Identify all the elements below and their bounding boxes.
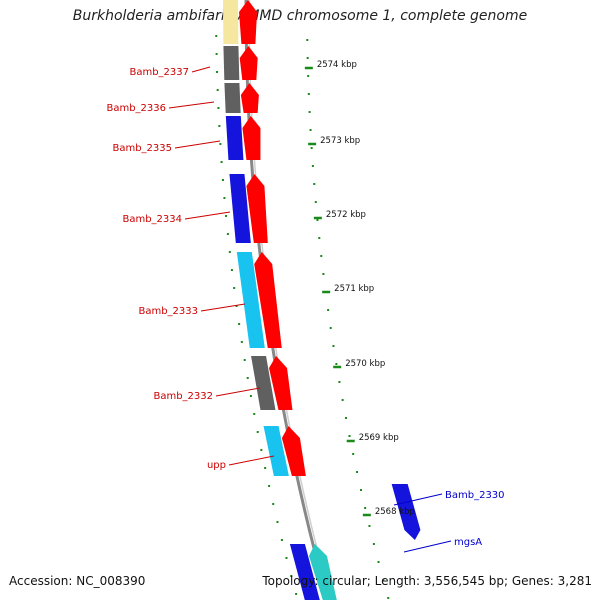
gene-leader-line [393, 493, 443, 506]
gene-feature [223, 0, 258, 44]
feature-track [223, 0, 421, 600]
outer-tick-track [306, 39, 390, 599]
gene-feature [251, 356, 293, 410]
ruler-labels: 2574 kbp 2573 kbp 2572 kbp 2571 kbp 2570 kbp… [304, 60, 415, 517]
gene-leader-line [215, 387, 261, 397]
gene-leader-line [228, 455, 275, 466]
gene-leader-line [184, 211, 231, 220]
ruler-label: 2571 kbp [334, 284, 374, 294]
ruler-label: 2568 kbp [375, 507, 415, 517]
gene-arrow [239, 46, 258, 80]
gene-arrow [239, 0, 258, 44]
gene-leader-line [168, 101, 215, 109]
gene-label: Bamb_2334 [122, 214, 182, 225]
gene-label: Bamb_2333 [138, 306, 198, 317]
gene-label: Bamb_2332 [153, 391, 213, 402]
gene-leader-line [200, 303, 246, 312]
gene-feature [224, 83, 259, 113]
gene-arrow [308, 544, 337, 600]
gene-label: mgsA [454, 537, 482, 548]
gene-block [223, 0, 239, 44]
gene-labels: Bamb_2337 Bamb_2336 Bamb_2335 Bamb_2334 Bamb… [106, 66, 505, 553]
gene-block [223, 46, 240, 80]
ruler-label: 2569 kbp [359, 433, 399, 443]
gene-arrow [240, 83, 259, 113]
gene-feature [263, 426, 306, 476]
gene-leader-line [191, 66, 211, 73]
genome-summary-text: Topology: circular; Length: 3,556,545 bp… [262, 574, 592, 588]
gene-block [251, 356, 276, 410]
gene-arrow [391, 484, 421, 540]
gene-arrow [246, 174, 268, 243]
inner-tick-track [215, 35, 298, 595]
gene-label: Bamb_2330 [445, 490, 505, 501]
ruler-label: 2572 kbp [326, 210, 366, 220]
gene-arrow [254, 252, 282, 348]
accession-text: Accession: NC_008390 [9, 574, 146, 588]
map-title: Burkholderia ambifaria AMMD chromosome 1… [72, 8, 528, 24]
ruler-label: 2574 kbp [317, 60, 357, 70]
gene-block [224, 83, 241, 113]
gene-feature [225, 116, 261, 160]
gene-feature [289, 544, 337, 600]
gene-label: Bamb_2336 [106, 103, 166, 114]
gene-label: Bamb_2335 [112, 143, 172, 154]
gene-label: upp [207, 460, 226, 471]
gene-arrow [269, 356, 293, 410]
gene-feature [391, 484, 421, 540]
gene-feature [236, 252, 282, 348]
ruler-label: 2573 kbp [320, 136, 360, 146]
gene-block [236, 252, 265, 348]
gene-leader-line [403, 540, 452, 553]
gene-block [289, 544, 320, 600]
gene-block [229, 174, 251, 243]
gene-leader-line [174, 140, 221, 149]
gene-block [263, 426, 289, 476]
chromosome-backbone [244, 0, 332, 600]
gene-block [225, 116, 244, 160]
gene-feature [229, 174, 268, 243]
gene-label: Bamb_2337 [129, 67, 189, 78]
ruler-label: 2570 kbp [345, 359, 385, 369]
gene-arrow [281, 426, 306, 476]
gene-arrow [242, 116, 261, 160]
gene-feature [223, 46, 258, 80]
